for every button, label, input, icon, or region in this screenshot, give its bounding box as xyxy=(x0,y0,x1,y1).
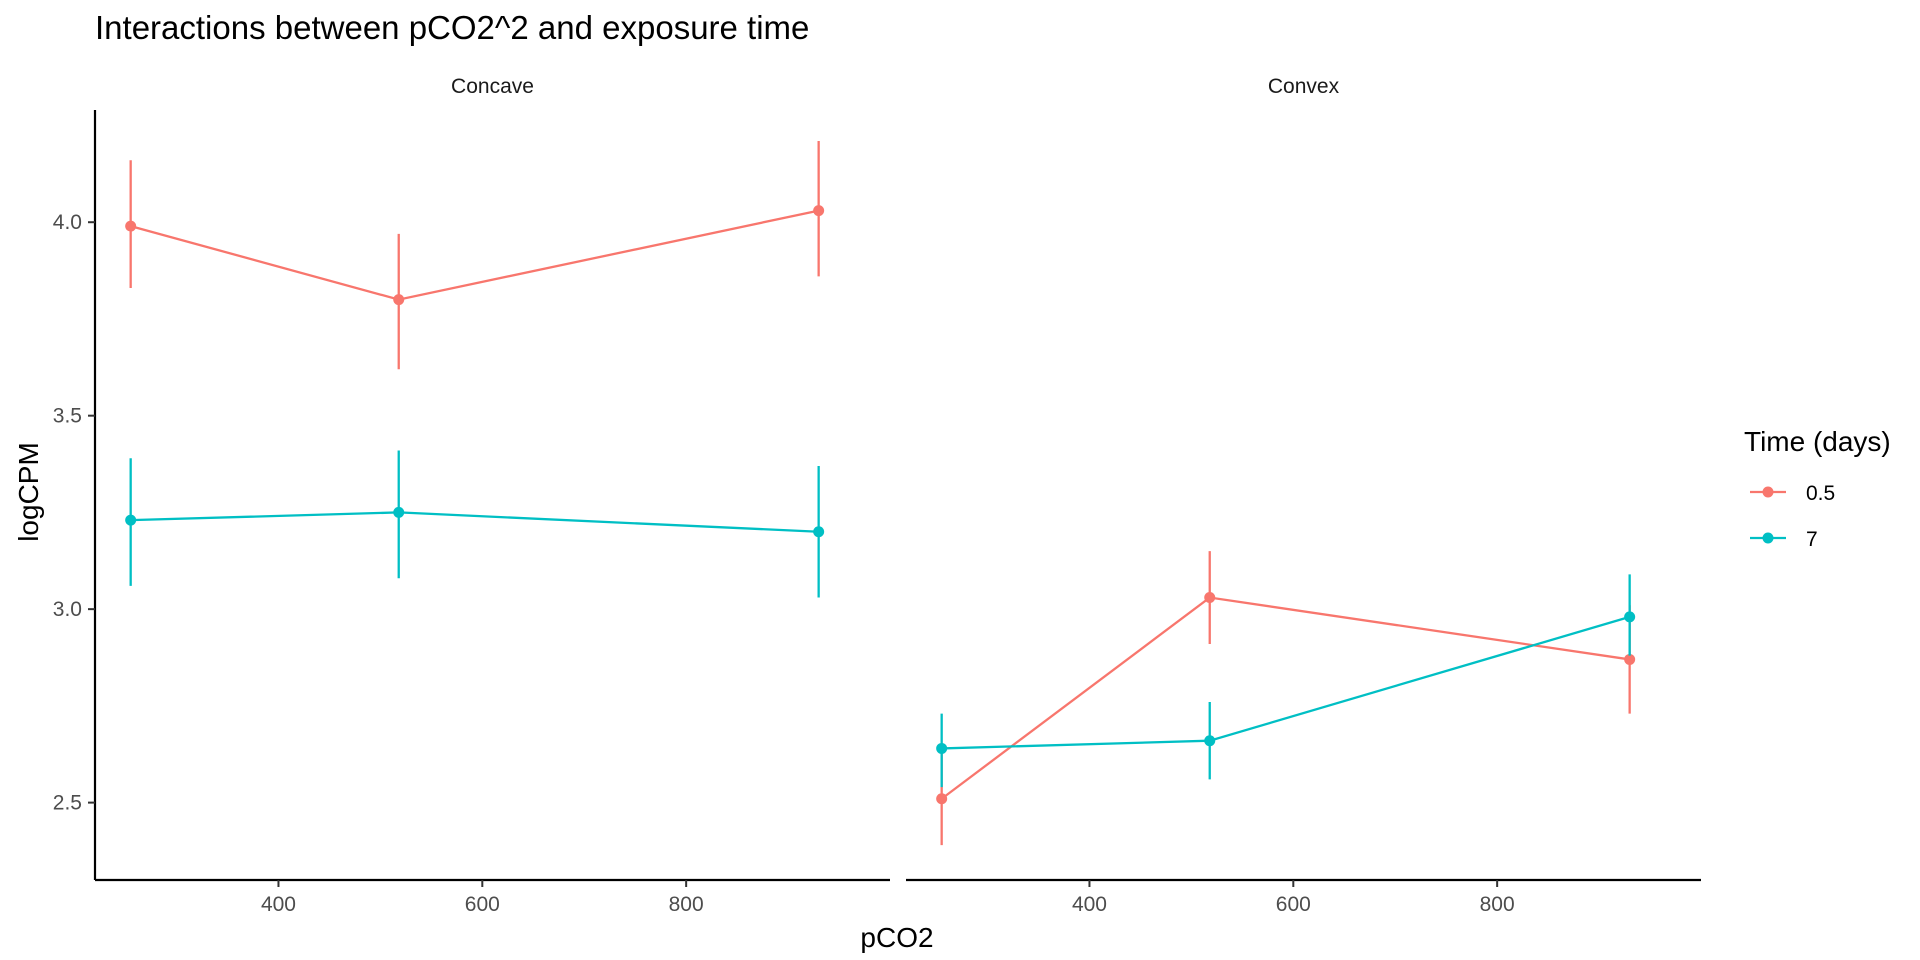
data-point xyxy=(813,526,825,538)
x-tick-label: 800 xyxy=(669,893,704,916)
y-tick-label: 4.0 xyxy=(53,211,82,234)
data-point xyxy=(936,793,948,805)
series-7 xyxy=(936,574,1636,788)
y-axis-label: logCPM xyxy=(13,442,44,542)
series-0.5 xyxy=(936,551,1636,846)
panel-concave: Concave 400 600 800 xyxy=(95,75,890,916)
legend-label: 7 xyxy=(1806,528,1818,551)
legend-entry-7: 7 xyxy=(1750,528,1818,551)
y-tick-label: 3.0 xyxy=(53,598,82,621)
data-point xyxy=(125,514,137,526)
panels: Concave 400 600 800 Convex 400 600 800 xyxy=(95,75,1701,916)
series-line xyxy=(940,596,1630,800)
panel-convex: Convex 400 600 800 xyxy=(906,75,1701,916)
series-line xyxy=(941,615,1630,750)
x-tick-label: 600 xyxy=(1276,893,1311,916)
legend: Time (days) 0.5 7 xyxy=(1744,426,1891,551)
x-tick-label: 400 xyxy=(261,893,296,916)
x-tick-label: 800 xyxy=(1480,893,1515,916)
legend-entry-0.5: 0.5 xyxy=(1750,482,1835,505)
series-line xyxy=(130,209,819,301)
x-tick-label: 600 xyxy=(465,893,500,916)
series-0.5 xyxy=(125,140,825,370)
legend-key-point xyxy=(1762,532,1774,544)
facet-strip-label: Concave xyxy=(451,75,534,98)
y-axis: 2.5 3.0 3.5 4.0 xyxy=(53,110,97,880)
y-tick-label: 3.5 xyxy=(53,405,82,428)
legend-label: 0.5 xyxy=(1806,482,1835,505)
y-tick-label: 2.5 xyxy=(53,792,82,815)
x-tick-label: 400 xyxy=(1072,893,1107,916)
chart-title: Interactions between pCO2^2 and exposure… xyxy=(95,9,809,46)
facet-strip-label: Convex xyxy=(1268,75,1340,98)
legend-key-point xyxy=(1762,486,1774,498)
data-point xyxy=(813,205,825,217)
data-point xyxy=(1624,653,1636,665)
data-point xyxy=(125,220,137,232)
data-point xyxy=(936,742,948,754)
series-line xyxy=(130,511,819,533)
legend-title: Time (days) xyxy=(1744,426,1891,457)
data-point xyxy=(1624,611,1636,623)
data-point xyxy=(1204,735,1216,747)
data-point xyxy=(393,294,405,306)
x-axis-label: pCO2 xyxy=(860,922,933,953)
data-point xyxy=(1204,592,1216,604)
series-7 xyxy=(125,450,825,598)
data-point xyxy=(393,506,405,518)
